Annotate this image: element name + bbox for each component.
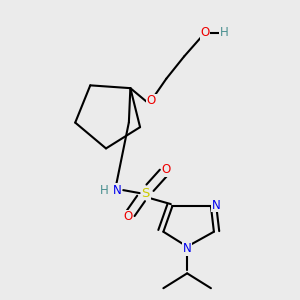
- Text: N: N: [212, 199, 221, 212]
- Text: S: S: [141, 187, 150, 200]
- Text: N: N: [183, 242, 191, 256]
- Text: N: N: [113, 184, 122, 196]
- Text: O: O: [147, 94, 156, 107]
- Text: O: O: [123, 210, 132, 224]
- Text: O: O: [162, 163, 171, 176]
- Text: H: H: [100, 184, 108, 196]
- Text: O: O: [200, 26, 210, 39]
- Text: H: H: [220, 26, 229, 39]
